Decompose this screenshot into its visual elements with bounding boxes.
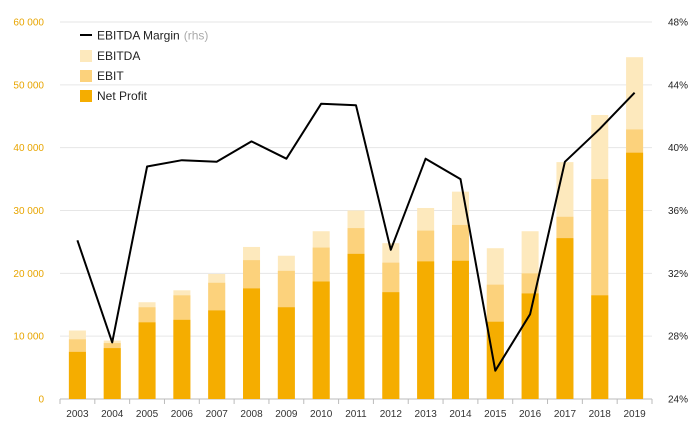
x-axis-tick-label: 2016 [519, 409, 542, 420]
right-axis-tick-label: 36% [668, 206, 688, 217]
bar-net-profit [243, 288, 261, 399]
x-axis-tick-label: 2009 [275, 409, 298, 420]
left-axis-tick-label: 20 000 [13, 269, 44, 280]
right-axis-tick-label: 48% [668, 18, 688, 29]
bar-net-profit [626, 152, 644, 399]
right-axis-tick-label: 32% [668, 269, 688, 280]
left-axis-tick-label: 30 000 [13, 206, 44, 217]
bar-net-profit [521, 293, 539, 399]
left-axis-ticks: 0 10 000 20 000 30 000 40 000 50 000 60 000 [13, 18, 44, 406]
x-axis-tick-label: 2018 [589, 409, 612, 420]
legend-label-ebitda: EBITDA [97, 49, 140, 63]
bar-net-profit [103, 348, 121, 399]
bar-net-profit [382, 292, 400, 399]
x-axis-tick-label: 2019 [623, 409, 646, 420]
bar-net-profit [556, 238, 574, 399]
right-axis-tick-label: 28% [668, 332, 688, 343]
bar-net-profit [312, 281, 330, 399]
x-axis-tick-label: 2007 [206, 409, 229, 420]
x-axis-ticks: 2003 2004 2005 2006 2007 2008 2009 2010 2011 2012… [59, 399, 653, 420]
legend-swatch-net-profit [80, 90, 92, 102]
bar-net-profit [451, 260, 469, 399]
legend: EBITDA Margin (rhs) EBITDA EBIT Net Profit [80, 29, 209, 103]
right-axis-tick-label: 24% [668, 395, 688, 406]
x-axis-tick-label: 2006 [171, 409, 194, 420]
legend-label-net-profit: Net Profit [97, 89, 148, 103]
ebitda-margin-line [76, 92, 636, 372]
bar-net-profit [486, 321, 504, 399]
right-axis-ticks: 24% 28% 32% 36% 40% 44% 48% [668, 18, 688, 406]
x-axis-tick-label: 2015 [484, 409, 507, 420]
bar-net-profit [68, 351, 86, 399]
x-axis-tick-label: 2003 [66, 409, 89, 420]
x-axis-tick-label: 2005 [136, 409, 159, 420]
bar-net-profit [138, 322, 156, 399]
bar-net-profit [208, 310, 226, 399]
x-axis-tick-label: 2008 [240, 409, 263, 420]
legend-swatch-ebitda [80, 50, 92, 62]
bar-net-profit [173, 319, 191, 399]
x-axis-tick-label: 2010 [310, 409, 333, 420]
x-axis-tick-label: 2013 [415, 409, 438, 420]
bar-net-profit [417, 261, 435, 399]
left-axis-tick-label: 50 000 [13, 80, 44, 91]
left-axis-tick-label: 0 [38, 395, 44, 406]
left-axis-tick-label: 60 000 [13, 18, 44, 29]
right-axis-tick-label: 40% [668, 143, 688, 154]
x-axis-tick-label: 2014 [449, 409, 472, 420]
right-axis-tick-label: 44% [668, 80, 688, 91]
left-axis-tick-label: 10 000 [13, 332, 44, 343]
x-axis-tick-label: 2004 [101, 409, 124, 420]
bar-net-profit [277, 307, 295, 399]
legend-note-rhs: (rhs) [184, 29, 209, 43]
bar-net-profit [591, 295, 609, 399]
legend-label-ebitda-margin: EBITDA Margin [97, 29, 180, 43]
legend-swatch-ebit [80, 70, 92, 82]
x-axis-tick-label: 2017 [554, 409, 577, 420]
legend-label-ebit: EBIT [97, 69, 124, 83]
bar-series [68, 57, 644, 399]
x-axis-tick-label: 2012 [380, 409, 403, 420]
left-axis-tick-label: 40 000 [13, 143, 44, 154]
bar-net-profit [347, 253, 365, 399]
x-axis-tick-label: 2011 [345, 409, 367, 420]
margin-line-series [76, 92, 636, 372]
